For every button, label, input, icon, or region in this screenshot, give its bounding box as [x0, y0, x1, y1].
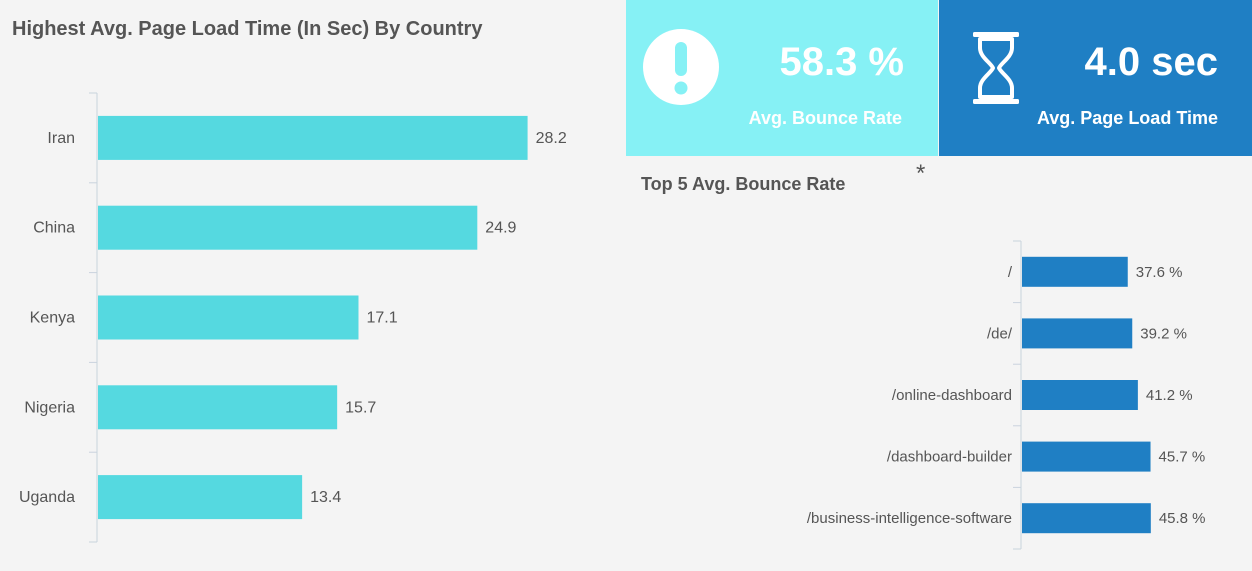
bounce-rate-label: Avg. Bounce Rate: [748, 108, 902, 128]
page-bounce-rate-chart: / 37.6 % /de/39.2 % /online-dashboard 41.2 %…: [807, 240, 1206, 550]
page-bar-dashboard-builder: [1022, 441, 1151, 472]
bounce-rate-chart-title: Top 5 Avg. Bounce Rate: [641, 174, 846, 194]
country-label-uganda: Uganda: [19, 489, 75, 506]
page-value-root: 37.6 %: [1136, 264, 1183, 281]
page-label-de: /de/: [987, 325, 1013, 342]
page-load-time-kpi-card: 4.0 sec Avg. Page Load Time: [939, 0, 1252, 156]
country-bar-iran: [98, 115, 528, 160]
page-bar-de: [1022, 318, 1133, 349]
page-bar-business-intelligence-software: [1022, 503, 1151, 534]
page-value-de: 39.2 %: [1140, 325, 1187, 342]
page-bar-root: [1022, 256, 1128, 287]
country-label-nigeria: Nigeria: [24, 399, 75, 416]
page-label-business-intelligence-software: /business-intelligence-software: [807, 510, 1012, 527]
country-bar-kenya: [98, 295, 359, 340]
country-label-iran: Iran: [47, 130, 75, 147]
country-value-uganda: 13.4: [310, 489, 341, 506]
country-bar-nigeria: [98, 385, 338, 430]
page-label-root: /: [1008, 264, 1013, 281]
country-label-kenya: Kenya: [30, 310, 75, 327]
country-value-china: 24.9: [485, 220, 516, 237]
country-value-kenya: 17.1: [366, 310, 397, 327]
page-value-dashboard-builder: 45.7 %: [1159, 449, 1206, 466]
page-value-business-intelligence-software: 45.8 %: [1159, 510, 1206, 527]
page-value-online-dashboard: 41.2 %: [1146, 387, 1193, 404]
country-load-time-chart: Iran 28.2 China 24.9 Kenya 17.1 Nigeria 15.7 Uga…: [19, 92, 567, 543]
country-value-nigeria: 15.7: [345, 399, 376, 416]
country-bar-china: [98, 205, 478, 250]
page-bar-online-dashboard: [1022, 380, 1138, 410]
page-label-online-dashboard: /online-dashboard: [892, 387, 1012, 404]
page-label-dashboard-builder: /dashboard-builder: [887, 449, 1012, 466]
country-bar-uganda: [98, 475, 303, 520]
hourglass-icon: [973, 32, 1019, 104]
page-load-time-value: 4.0 sec: [1084, 40, 1218, 84]
bounce-rate-kpi-card: 58.3 % Avg. Bounce Rate: [626, 0, 938, 156]
bounce-rate-value: 58.3 %: [779, 40, 904, 84]
chart-menu-asterisk-icon[interactable]: *: [916, 160, 926, 187]
country-value-iran: 28.2: [536, 130, 567, 147]
exclamation-circle-icon: [643, 29, 719, 105]
country-load-time-chart-title: Highest Avg. Page Load Time (In Sec) By …: [12, 18, 483, 40]
page-load-time-label: Avg. Page Load Time: [1036, 108, 1218, 128]
country-label-china: China: [33, 220, 75, 237]
